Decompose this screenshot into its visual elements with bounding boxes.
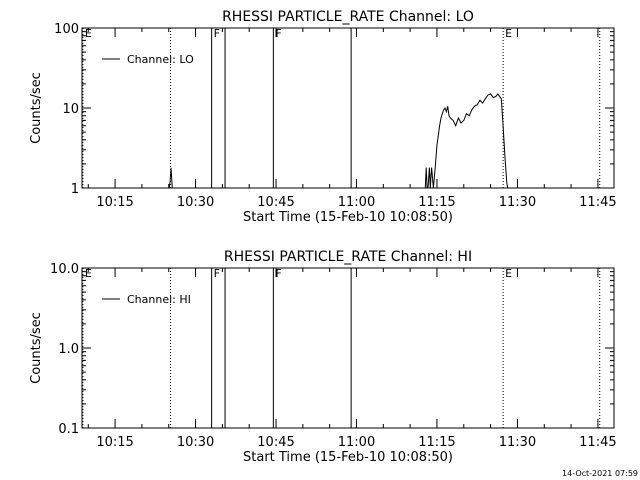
x-tick-label: 11:15 (418, 195, 455, 210)
y-tick-label: 1 (71, 182, 79, 197)
x-tick-label: 10:15 (96, 435, 133, 450)
x-tick-label: 10:45 (257, 435, 294, 450)
x-axis-label: Start Time (15-Feb-10 10:08:50) (243, 450, 453, 465)
x-tick-label: 10:30 (177, 195, 214, 210)
y-tick-label: 100 (54, 22, 79, 37)
event-marker-label: F (214, 27, 220, 40)
x-tick-label: 11:45 (579, 435, 616, 450)
y-tick-label: 10.0 (50, 262, 79, 277)
event-marker-label: E (505, 27, 512, 40)
y-tick-label: 0.1 (58, 422, 79, 437)
y-axis-label: Counts/sec (29, 72, 44, 144)
x-tick-label: 11:30 (499, 435, 536, 450)
data-series-line (168, 93, 509, 189)
y-tick-label: 10 (62, 102, 79, 117)
chart-title: RHESSI PARTICLE_RATE Channel: HI (224, 249, 472, 265)
x-tick-label: 11:30 (499, 195, 536, 210)
event-marker-label: E (505, 267, 512, 280)
event-marker-label: F (275, 27, 281, 40)
event-marker-label: F (275, 267, 281, 280)
legend-label: Channel: HI (127, 293, 191, 306)
x-tick-label: 11:00 (338, 435, 375, 450)
x-tick-label: 11:00 (338, 195, 375, 210)
chart-panel-2: RHESSI PARTICLE_RATE Channel: HI E F F E 0.1 1… (29, 249, 617, 465)
event-marker-label: F (214, 267, 220, 280)
x-tick-label: 11:45 (579, 195, 616, 210)
chart-panel-1: RHESSI PARTICLE_RATE Channel: LO E F F E 1 10 1… (29, 9, 617, 225)
event-marker-label: E (85, 27, 92, 40)
event-marker-label: E (85, 267, 92, 280)
y-axis-label: Counts/sec (29, 312, 44, 384)
generation-timestamp: 14-Oct-2021 07:59 (562, 469, 638, 478)
x-tick-label: 10:30 (177, 435, 214, 450)
x-axis-label: Start Time (15-Feb-10 10:08:50) (243, 210, 453, 225)
x-tick-label: 10:45 (257, 195, 294, 210)
y-tick-label: 1.0 (58, 342, 79, 357)
legend-label: Channel: LO (127, 53, 194, 66)
chart-title: RHESSI PARTICLE_RATE Channel: LO (222, 9, 474, 25)
x-tick-label: 11:15 (418, 435, 455, 450)
x-tick-label: 10:15 (96, 195, 133, 210)
